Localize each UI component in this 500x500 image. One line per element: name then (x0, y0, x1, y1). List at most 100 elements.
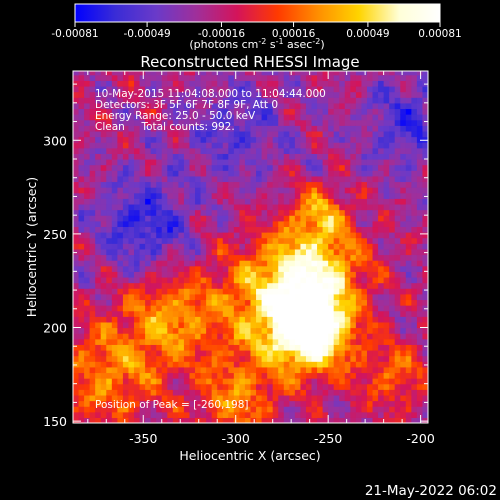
heatmap-cell (95, 175, 102, 183)
heatmap-cell (272, 74, 279, 81)
heatmap-cell (239, 288, 246, 295)
heatmap-cell (111, 226, 118, 233)
heatmap-cell (328, 215, 335, 222)
heatmap-cell (222, 327, 229, 334)
heatmap-cell (333, 153, 340, 160)
heatmap-cell (167, 237, 174, 244)
heatmap-cell (134, 282, 141, 289)
heatmap-cell (239, 97, 246, 104)
heatmap-cell (322, 114, 329, 121)
heatmap-cell (411, 119, 418, 126)
heatmap-cell (117, 187, 124, 194)
heatmap-cell (217, 349, 224, 357)
heatmap-cell (350, 97, 357, 104)
heatmap-cell (383, 220, 390, 228)
heatmap-cell (156, 153, 163, 160)
heatmap-cell (333, 389, 340, 396)
heatmap-cell (122, 85, 130, 93)
heatmap-cell (106, 181, 113, 188)
heatmap-cell (117, 254, 124, 261)
heatmap-cell (139, 220, 146, 228)
heatmap-cell (145, 192, 152, 199)
heatmap-cell (333, 321, 340, 329)
heatmap-cell (106, 288, 113, 295)
heatmap-cell (361, 349, 368, 357)
heatmap-cell (294, 333, 302, 340)
heatmap-cell (228, 299, 235, 306)
heatmap-cell (378, 321, 385, 329)
heatmap-cell (355, 366, 363, 374)
heatmap-cell (73, 394, 80, 402)
heatmap-cell (405, 288, 412, 295)
heatmap-cell (372, 248, 379, 256)
heatmap-cell (394, 321, 401, 329)
heatmap-cell (416, 114, 424, 121)
heatmap-cell (217, 192, 224, 199)
heatmap-cell (378, 299, 385, 306)
heatmap-cell (378, 254, 385, 261)
heatmap-cell (317, 130, 324, 138)
heatmap-cell (156, 130, 163, 138)
heatmap-cell (283, 170, 290, 177)
heatmap-cell (294, 102, 302, 110)
heatmap-cell (267, 187, 274, 194)
heatmap-cell (178, 378, 185, 385)
heatmap-cell (278, 181, 285, 188)
heatmap-cell (267, 119, 274, 126)
heatmap-cell (100, 265, 107, 272)
heatmap-cell (222, 142, 229, 149)
heatmap-cell (361, 372, 368, 379)
heatmap-cell (145, 394, 152, 402)
heatmap-cell (361, 288, 368, 295)
heatmap-cell (195, 232, 202, 239)
heatmap-cell (172, 265, 179, 272)
heatmap-cell (272, 293, 279, 301)
heatmap-cell (361, 181, 368, 188)
heatmap-cell (211, 389, 218, 396)
heatmap-cell (339, 254, 346, 261)
heatmap-cell (178, 192, 185, 199)
heatmap-cell (139, 361, 146, 368)
heatmap-cell (217, 378, 224, 385)
heatmap-cell (311, 327, 318, 334)
heatmap-cell (389, 366, 396, 374)
heatmap-cell (350, 142, 357, 149)
heatmap-cell (78, 400, 85, 407)
heatmap-cell (289, 406, 296, 413)
heatmap-cell (100, 310, 107, 317)
heatmap-cell (361, 305, 368, 312)
heatmap-cell (344, 282, 351, 289)
heatmap-cell (150, 316, 157, 323)
heatmap-cell (139, 153, 146, 160)
heatmap-cell (294, 276, 302, 284)
heatmap-cell (172, 237, 179, 244)
heatmap-cell (139, 299, 146, 306)
heatmap-cell (200, 310, 207, 317)
heatmap-cell (328, 147, 335, 154)
heatmap-cell (122, 406, 130, 413)
heatmap-cell (145, 125, 152, 132)
heatmap-cell (278, 383, 285, 390)
heatmap-cell (200, 400, 207, 407)
heatmap-cell (366, 333, 374, 340)
heatmap-cell (350, 198, 357, 205)
heatmap-cell (128, 254, 135, 261)
heatmap-cell (84, 366, 91, 374)
heatmap-cell (355, 187, 363, 194)
heatmap-cell (217, 130, 224, 138)
heatmap-cell (411, 366, 418, 374)
heatmap-cell (328, 164, 335, 171)
heatmap-cell (239, 187, 246, 194)
heatmap-cell (383, 305, 390, 312)
heatmap-cell (156, 327, 163, 334)
heatmap-cell (416, 226, 424, 233)
heatmap-cell (350, 321, 357, 329)
heatmap-cell (361, 164, 368, 171)
heatmap-cell (261, 321, 268, 329)
heatmap-cell (311, 97, 318, 104)
heatmap-cell (261, 383, 268, 390)
heatmap-cell (272, 136, 279, 143)
heatmap-cell (134, 327, 141, 334)
plot-frame (72, 70, 429, 424)
heatmap-cell (195, 142, 202, 149)
